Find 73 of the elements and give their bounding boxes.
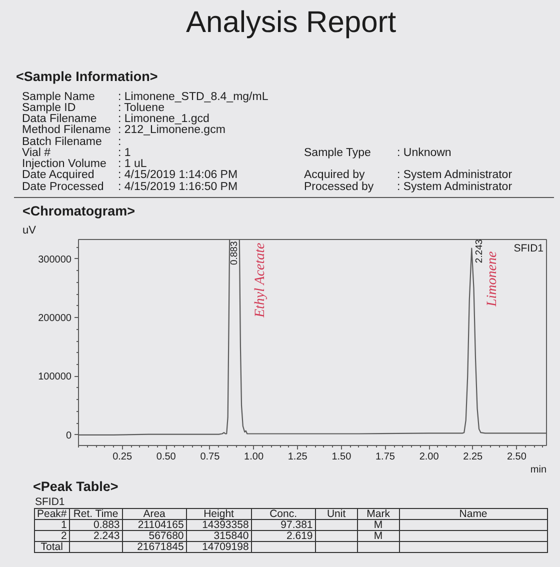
text: : 4/15/2019 1:16:50 PM <box>118 180 238 192</box>
text: Date Acquired <box>22 169 94 182</box>
text: 21104165 <box>138 519 184 531</box>
x-tick-label: 2.50 <box>506 452 527 462</box>
y-axis-title: uV <box>22 224 37 236</box>
category-label: Name <box>399 508 548 520</box>
y-tick-label: 300000 <box>38 254 72 266</box>
text: : 4/15/2019 1:14:06 PM <box>118 169 238 182</box>
text: 14709198 <box>202 541 249 553</box>
text: 2 <box>60 530 67 542</box>
x-tick-label: 1.75 <box>376 452 396 462</box>
text: : Limonene_1.gcd <box>118 113 210 125</box>
annotation: 0.883 <box>228 241 240 266</box>
text: Sample ID <box>22 102 76 114</box>
text: M <box>374 530 383 542</box>
text: SFID1 <box>35 496 65 508</box>
text: : Limonene_STD_8.4_mg/mL <box>118 90 268 102</box>
text: : Toluene <box>118 102 164 114</box>
category-label: Unit <box>315 508 358 520</box>
x-tick-label: 0.50 <box>156 452 176 462</box>
text: : System Administrator <box>397 180 512 192</box>
text: 21671845 <box>137 541 184 553</box>
chart-title: <Chromatogram> <box>22 204 136 218</box>
text: Batch Filename <box>22 136 102 148</box>
text: 1 <box>60 519 67 531</box>
category-label: Area <box>122 508 186 520</box>
category-label: Height <box>186 508 252 520</box>
text: : System Administrator <box>397 169 512 182</box>
annotation: Limonene <box>485 251 500 308</box>
annotation: Ethyl Acetate <box>252 242 268 319</box>
text: 97.381 <box>280 519 313 531</box>
x-tick-label: 0.75 <box>200 452 220 462</box>
text: Vial # <box>22 146 51 159</box>
text: Total <box>40 541 63 553</box>
text: Method Filename <box>22 124 111 136</box>
text: 2.243 <box>94 530 120 542</box>
x-tick-label: 1.00 <box>244 452 264 462</box>
y-tick-label: 100000 <box>38 372 72 383</box>
text: Acquired by <box>304 169 365 182</box>
text: 0.883 <box>94 519 120 531</box>
y-tick-label: 0 <box>66 430 72 442</box>
text: Analysis Report <box>186 6 396 40</box>
text: : 1 uL <box>118 158 147 170</box>
text: Sample Type <box>304 146 371 159</box>
x-tick-label: 2.25 <box>463 452 484 462</box>
category-label: Ret. Time <box>69 508 122 520</box>
category-label: Peak# <box>34 508 70 520</box>
text: Injection Volume <box>22 158 106 170</box>
text: 14393358 <box>202 519 249 531</box>
category-label: Mark <box>357 508 400 520</box>
text: M <box>374 519 383 531</box>
y-tick-label: 200000 <box>38 313 72 324</box>
text: Processed by <box>304 180 374 192</box>
annotation: SFID1 <box>514 242 544 254</box>
annotation: 2.243 <box>474 239 486 264</box>
text: : <box>118 136 122 148</box>
text: : Unknown <box>397 146 452 159</box>
x-tick-label: 1.50 <box>332 452 352 462</box>
text: 567680 <box>148 530 184 542</box>
text: 2.619 <box>286 530 313 542</box>
x-tick-label: 2.00 <box>419 452 440 462</box>
category-label: Conc. <box>251 508 316 520</box>
text: : 212_Limonene.gcm <box>118 124 226 136</box>
x-axis-title: min <box>530 464 547 476</box>
text: : 1 <box>118 146 131 159</box>
text: Sample Name <box>22 90 95 102</box>
text: Data Filename <box>22 113 97 125</box>
text: Date Processed <box>22 180 104 192</box>
x-tick-label: 0.25 <box>112 452 132 462</box>
text: <Peak Table> <box>33 479 118 495</box>
text: 315840 <box>214 530 249 542</box>
text: <Sample Information> <box>16 69 158 85</box>
x-tick-label: 1.25 <box>288 452 308 462</box>
